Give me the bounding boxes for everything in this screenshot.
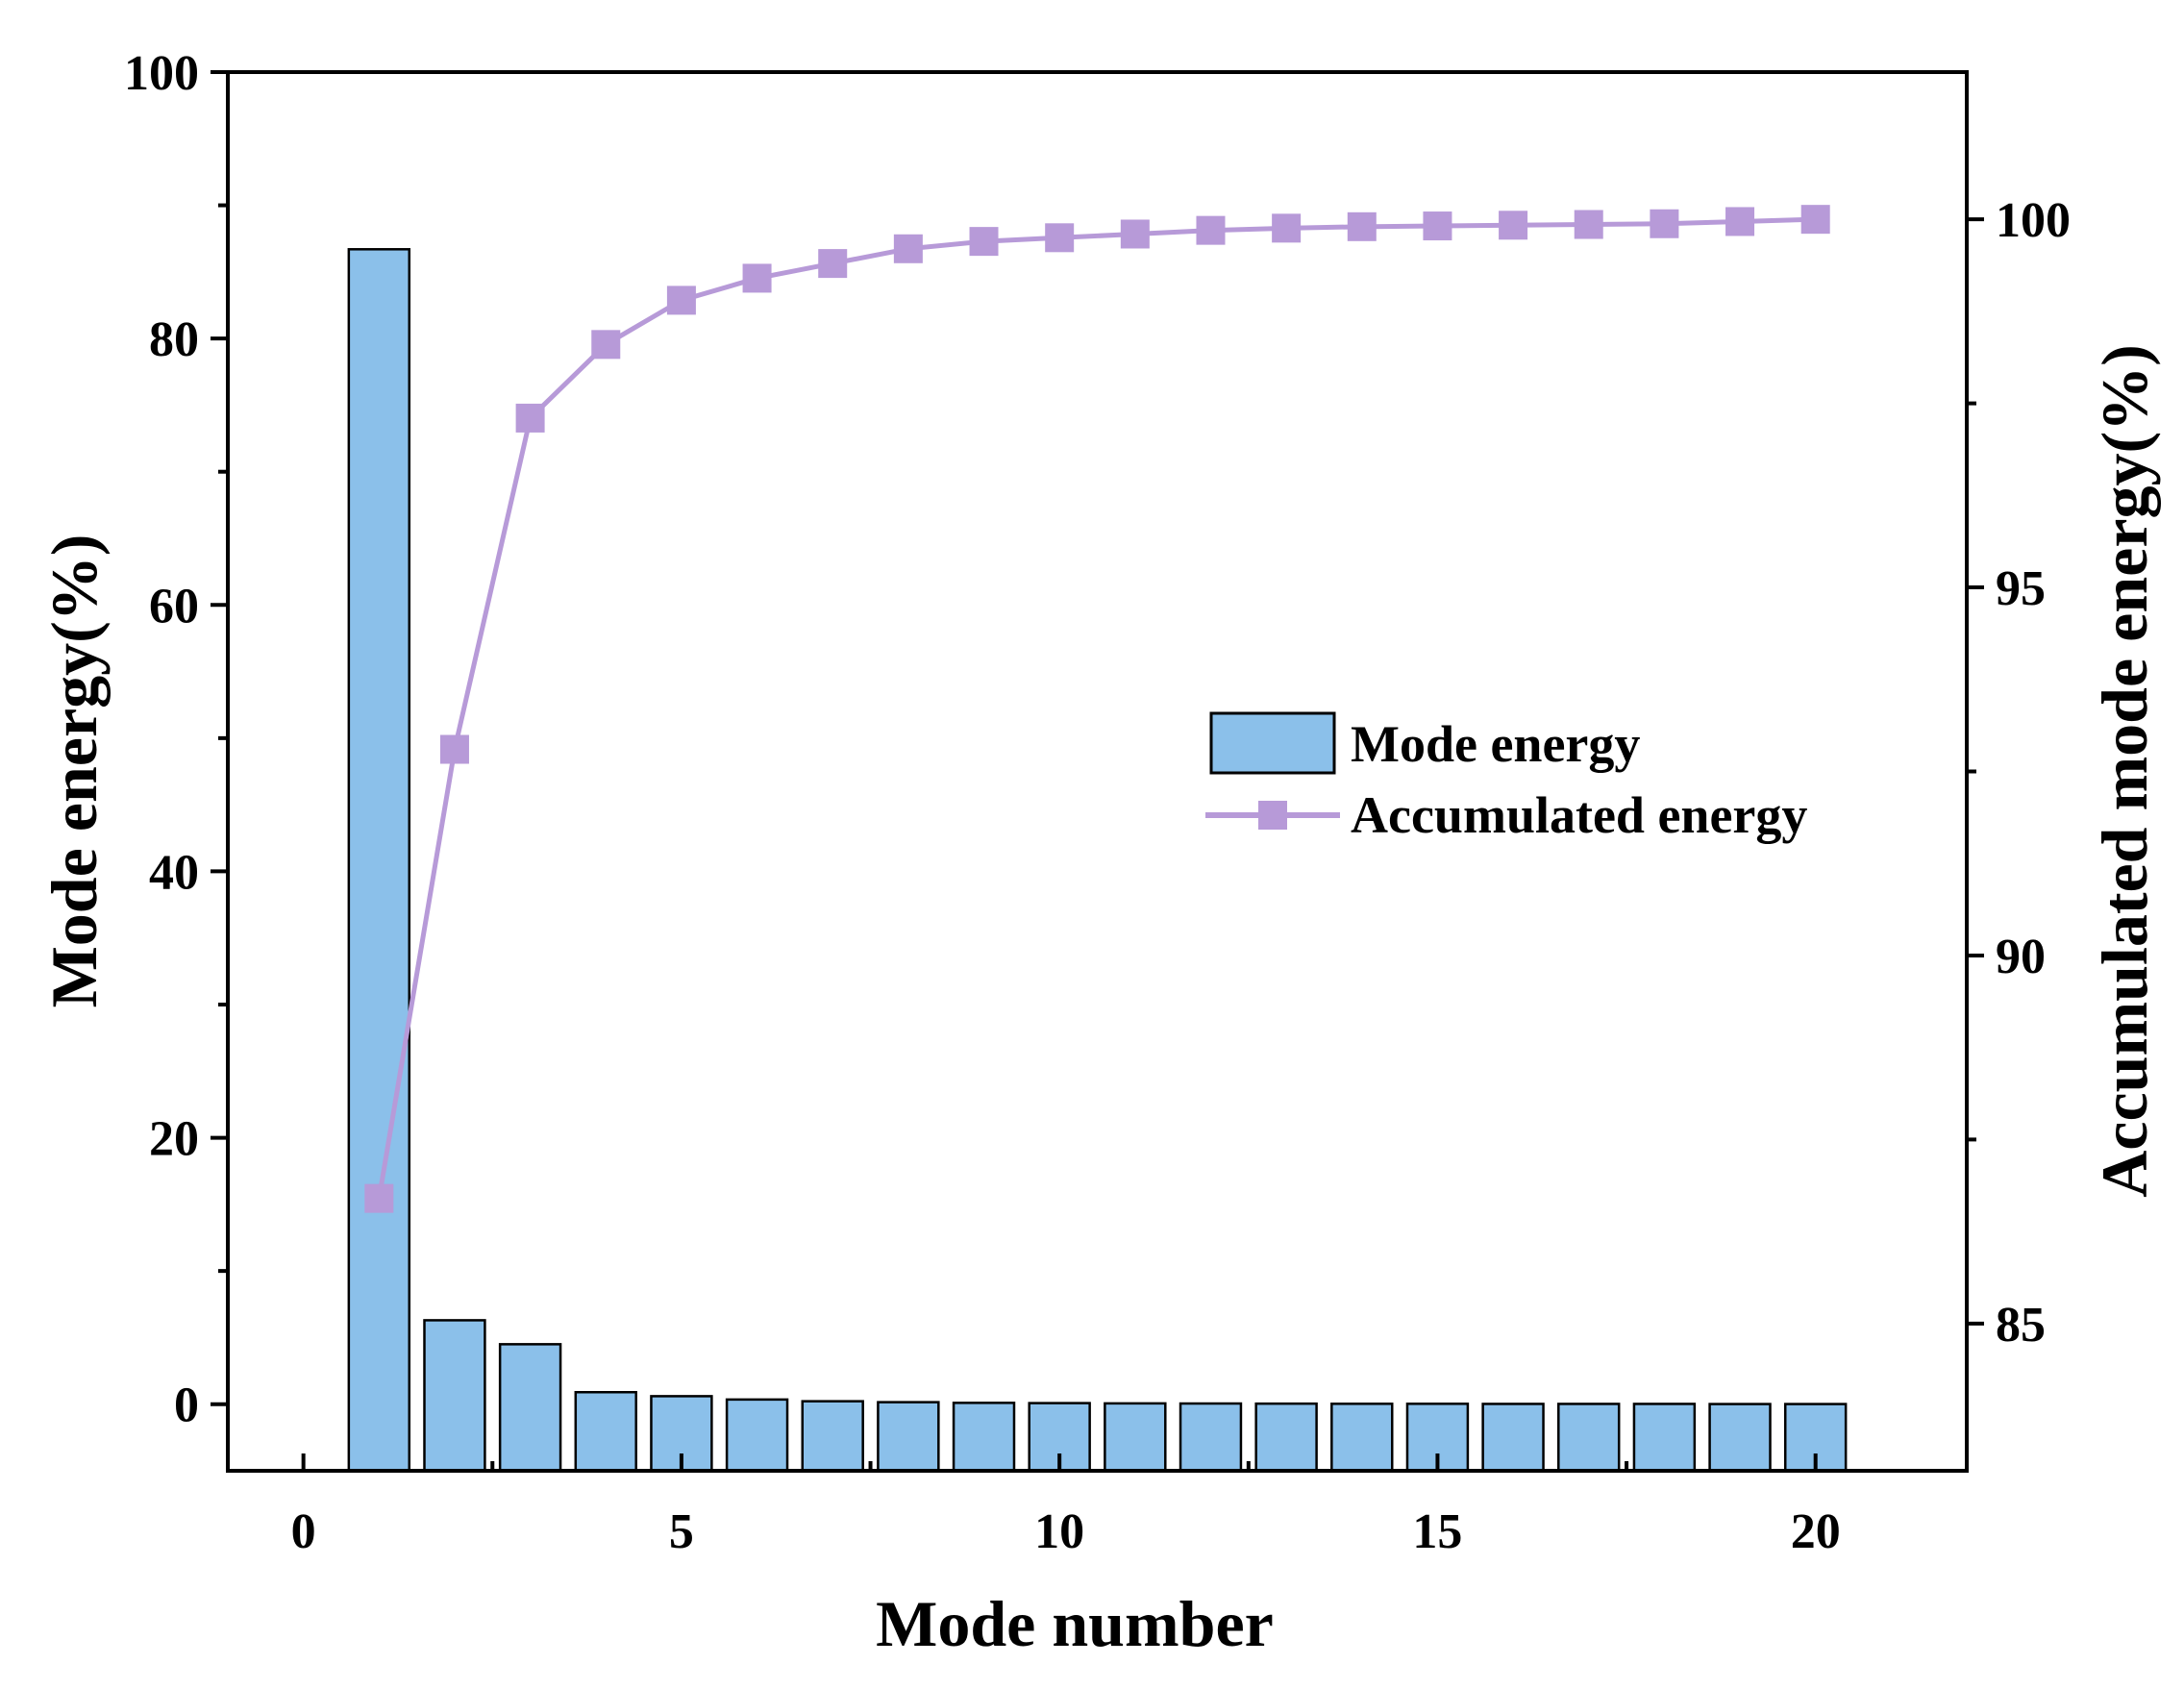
accumulated-point-18 (1650, 209, 1679, 238)
accumulated-point-16 (1499, 211, 1528, 240)
y-left-tick-label-20: 20 (149, 1112, 199, 1167)
accumulated-point-4 (591, 330, 621, 360)
bar-mode-9 (952, 1402, 1016, 1473)
bar-mode-6 (725, 1398, 789, 1473)
legend-label-mode-energy: Mode energy (1351, 715, 1640, 773)
bar-mode-8 (877, 1401, 940, 1473)
accumulated-point-15 (1423, 211, 1452, 241)
x-tick-label-10: 10 (1034, 1504, 1084, 1559)
bar-mode-2 (423, 1319, 486, 1473)
y-right-tick-label-95: 95 (1996, 561, 2046, 616)
y-left-tick-label-60: 60 (149, 579, 199, 633)
x-axis-title: Mode number (876, 1587, 1274, 1660)
accumulated-point-10 (1045, 223, 1075, 253)
bar-mode-13 (1254, 1402, 1318, 1473)
accumulated-point-8 (893, 234, 923, 263)
accumulated-point-9 (969, 227, 999, 257)
y-left-tick-label-80: 80 (149, 312, 199, 367)
accumulated-point-14 (1347, 211, 1377, 241)
accumulated-point-7 (818, 249, 848, 279)
bar-mode-4 (574, 1390, 637, 1473)
x-tick-label-5: 5 (669, 1504, 694, 1559)
y-right-tick-label-100: 100 (1996, 193, 2071, 248)
accumulated-point-17 (1574, 210, 1603, 239)
line-layer (364, 205, 1830, 1213)
bars-layer (347, 248, 1848, 1473)
accumulated-point-20 (1800, 205, 1830, 235)
accumulated-point-13 (1272, 213, 1302, 243)
accumulated-point-6 (742, 263, 772, 293)
bar-mode-7 (801, 1400, 864, 1473)
y-right-axis-title: Accumulated mode energy(%) (2088, 344, 2161, 1198)
legend-marker-accumulated-energy (1258, 801, 1287, 830)
x-tick-label-20: 20 (1791, 1504, 1841, 1559)
accumulated-point-12 (1196, 215, 1226, 245)
bar-mode-17 (1557, 1403, 1621, 1473)
bar-mode-1 (347, 248, 411, 1473)
y-left-axis-title: Mode energy(%) (37, 534, 111, 1008)
y-right-tick-label-90: 90 (1996, 930, 2046, 984)
accumulated-point-3 (515, 403, 545, 433)
accumulated-point-5 (666, 286, 696, 315)
legend-label-accumulated-energy: Accumulated energy (1351, 786, 1807, 844)
y-left-tick-label-0: 0 (174, 1379, 199, 1433)
bar-mode-16 (1481, 1403, 1545, 1473)
y-left-tick-label-100: 100 (124, 46, 199, 101)
legend: Mode energy Accumulated energy (1205, 711, 1807, 844)
y-left-tick-label-40: 40 (149, 845, 199, 900)
bar-mode-14 (1330, 1403, 1394, 1473)
x-tick-label-0: 0 (291, 1504, 316, 1559)
bar-mode-11 (1104, 1402, 1167, 1473)
legend-swatch-mode-energy (1209, 711, 1336, 775)
accumulated-point-1 (364, 1183, 394, 1213)
bar-mode-19 (1708, 1403, 1772, 1473)
bar-mode-18 (1632, 1403, 1697, 1473)
ticks-layer: 0 5 10 15 20 0 20 40 60 80 100 85 90 95 100 (124, 46, 2071, 1559)
accumulated-point-19 (1725, 207, 1755, 236)
accumulated-point-2 (439, 734, 469, 764)
accumulated-point-11 (1120, 219, 1150, 249)
bar-mode-12 (1179, 1402, 1243, 1473)
x-tick-label-15: 15 (1412, 1504, 1462, 1559)
bar-mode-3 (498, 1343, 562, 1473)
y-right-tick-label-85: 85 (1996, 1298, 2046, 1353)
